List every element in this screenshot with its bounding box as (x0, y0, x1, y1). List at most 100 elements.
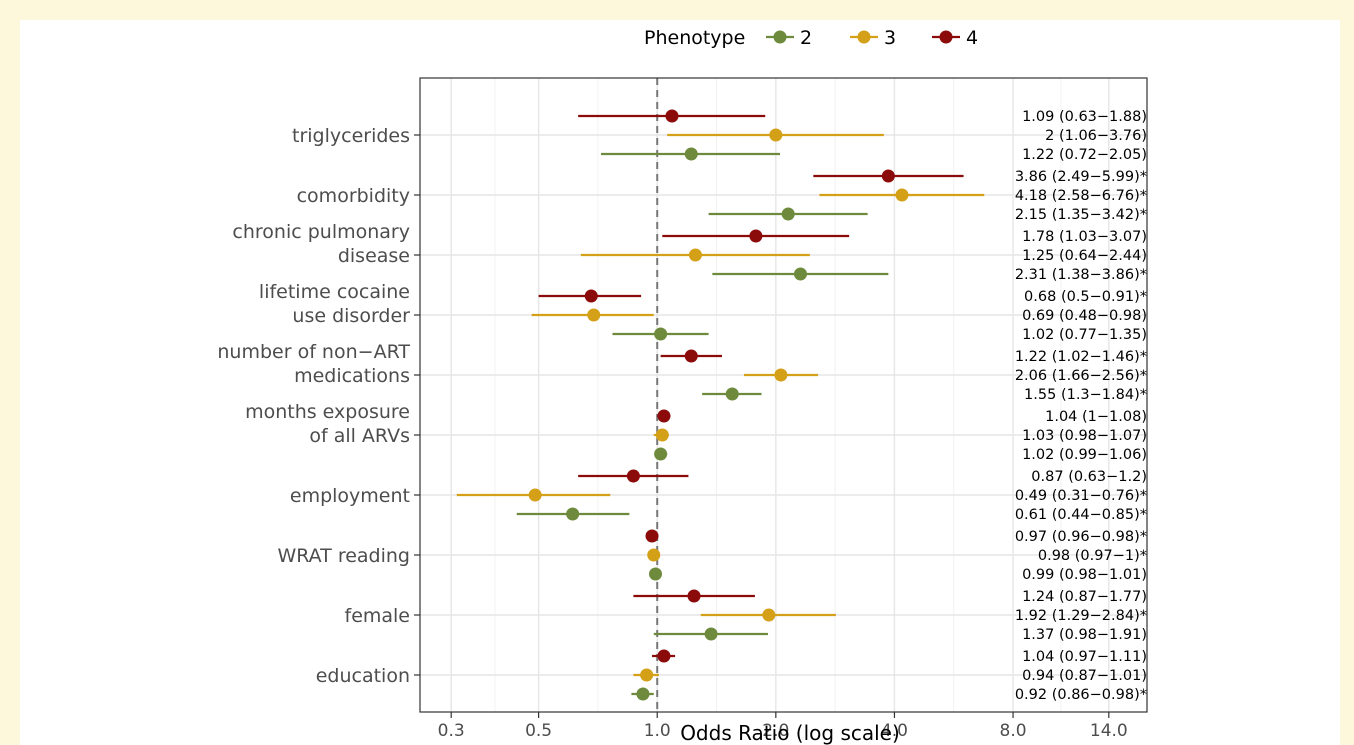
point-phenotype-2 (684, 147, 698, 161)
or-label: 1.24 (0.87−1.77) (1022, 589, 1147, 605)
point-phenotype-3 (647, 548, 661, 562)
legend-key-point-4 (939, 30, 953, 44)
or-label: 0.98 (0.97−1)* (1038, 548, 1147, 564)
or-label: 1.22 (0.72−2.05) (1022, 147, 1147, 163)
category-label-line: comorbidity (297, 185, 410, 207)
or-label: 0.99 (0.98−1.01) (1022, 567, 1147, 583)
point-phenotype-2 (566, 507, 580, 521)
x-tick-label: 14.0 (1090, 721, 1128, 741)
or-label: 4.18 (2.58−6.76)* (1015, 188, 1147, 204)
or-label: 0.87 (0.63−1.2) (1031, 469, 1147, 485)
category-label-line: lifetime cocaine (259, 281, 410, 303)
point-phenotype-2 (654, 327, 668, 341)
legend-key-point-3 (857, 30, 871, 44)
x-axis-title: Odds Ratio (log scale) (680, 721, 900, 745)
point-phenotype-3 (528, 488, 542, 502)
or-label: 0.94 (0.87−1.01) (1022, 668, 1147, 684)
point-phenotype-4 (687, 589, 701, 603)
or-label: 0.61 (0.44−0.85)* (1015, 507, 1147, 523)
x-tick-label: 8.0 (1000, 721, 1027, 741)
point-phenotype-4 (881, 169, 895, 183)
marks (456, 109, 985, 701)
y-axis: triglycerides comorbidity chronic pulmonar… (217, 125, 420, 687)
point-phenotype-2 (725, 387, 739, 401)
or-label: 0.92 (0.86−0.98)* (1015, 687, 1147, 703)
point-phenotype-3 (769, 128, 783, 142)
point-phenotype-2 (781, 207, 795, 221)
category-label: chronic pulmonary disease (232, 221, 410, 267)
category-label-line: WRAT reading (277, 545, 410, 567)
point-phenotype-2 (636, 687, 650, 701)
x-tick-label: 0.3 (438, 721, 465, 741)
legend-key-point-2 (773, 30, 787, 44)
or-label: 1.02 (0.77−1.35) (1022, 327, 1147, 343)
or-label: 1.37 (0.98−1.91) (1022, 627, 1147, 643)
category-label-line: triglycerides (292, 125, 410, 147)
or-label: 0.49 (0.31−0.76)* (1015, 488, 1147, 504)
point-phenotype-4 (749, 229, 763, 243)
legend: Phenotype 2 3 4 (644, 27, 978, 49)
or-label: 1.78 (1.03−3.07) (1022, 229, 1147, 245)
point-phenotype-3 (895, 188, 909, 202)
category-label-line: female (345, 605, 411, 627)
plot-panel (420, 78, 1147, 712)
or-label: 1.03 (0.98−1.07) (1022, 428, 1147, 444)
category-label-line: use disorder (292, 305, 410, 327)
or-label: 1.22 (1.02−1.46)* (1015, 349, 1147, 365)
grid (420, 78, 1147, 712)
point-phenotype-3 (688, 248, 702, 262)
point-phenotype-3 (640, 668, 654, 682)
point-phenotype-3 (762, 608, 776, 622)
or-label: 0.97 (0.96−0.98)* (1015, 529, 1147, 545)
category-label-line: chronic pulmonary (232, 221, 410, 243)
point-phenotype-3 (655, 428, 669, 442)
or-label: 1.55 (1.3−1.84)* (1024, 387, 1147, 403)
point-phenotype-4 (657, 649, 671, 663)
x-tick-label: 2.0 (762, 721, 789, 741)
or-label: 1.04 (1−1.08) (1045, 409, 1147, 425)
category-label: female (345, 605, 411, 627)
or-label: 0.69 (0.48−0.98) (1022, 308, 1147, 324)
point-phenotype-3 (587, 308, 601, 322)
category-label: triglycerides (292, 125, 410, 147)
category-label-line: employment (290, 485, 410, 507)
x-tick-label: 4.0 (881, 721, 908, 741)
or-label: 3.86 (2.49−5.99)* (1015, 169, 1147, 185)
x-axis: 0.3 0.5 1.0 2.0 4.0 8.0 14.0 (438, 712, 1128, 741)
category-label-line: number of non−ART (217, 341, 410, 363)
category-label-line: medications (294, 365, 410, 387)
or-label: 1.25 (0.64−2.44) (1022, 248, 1147, 264)
or-label: 2.15 (1.35−3.42)* (1015, 207, 1147, 223)
category-label: education (316, 665, 410, 687)
category-label-line: education (316, 665, 410, 687)
point-phenotype-3 (774, 368, 788, 382)
category-label: lifetime cocaine use disorder (259, 281, 410, 327)
legend-label: 2 (800, 27, 812, 49)
legend-label: 4 (966, 27, 978, 49)
or-label: 1.04 (0.97−1.11) (1022, 649, 1147, 665)
plot-border (419, 77, 1148, 713)
category-label-line: of all ARVs (309, 425, 410, 447)
or-label: 1.02 (0.99−1.06) (1022, 447, 1147, 463)
point-phenotype-2 (654, 447, 668, 461)
forest-plot: Phenotype 2 3 4 1.09 (0.63−1.88) 3.86 (2.49−… (217, 27, 1148, 745)
category-label-line: disease (338, 245, 410, 267)
x-tick-label: 0.5 (525, 721, 552, 741)
point-phenotype-2 (649, 567, 663, 581)
point-phenotype-4 (684, 349, 698, 363)
figure-frame: Phenotype 2 3 4 1.09 (0.63−1.88) 3.86 (2.49−… (20, 20, 1340, 745)
point-phenotype-4 (665, 109, 679, 123)
category-label: comorbidity (297, 185, 410, 207)
point-phenotype-4 (657, 409, 671, 423)
point-phenotype-4 (645, 529, 659, 543)
point-phenotype-4 (584, 289, 598, 303)
x-tick-label: 1.0 (644, 721, 671, 741)
point-phenotype-4 (626, 469, 640, 483)
point-phenotype-2 (793, 267, 807, 281)
point-phenotype-2 (704, 627, 718, 641)
legend-label: 3 (884, 27, 896, 49)
or-label: 0.68 (0.5−0.91)* (1024, 289, 1147, 305)
category-label: months exposure of all ARVs (245, 401, 410, 447)
legend-title: Phenotype (644, 27, 745, 49)
or-label: 1.09 (0.63−1.88) (1022, 109, 1147, 125)
